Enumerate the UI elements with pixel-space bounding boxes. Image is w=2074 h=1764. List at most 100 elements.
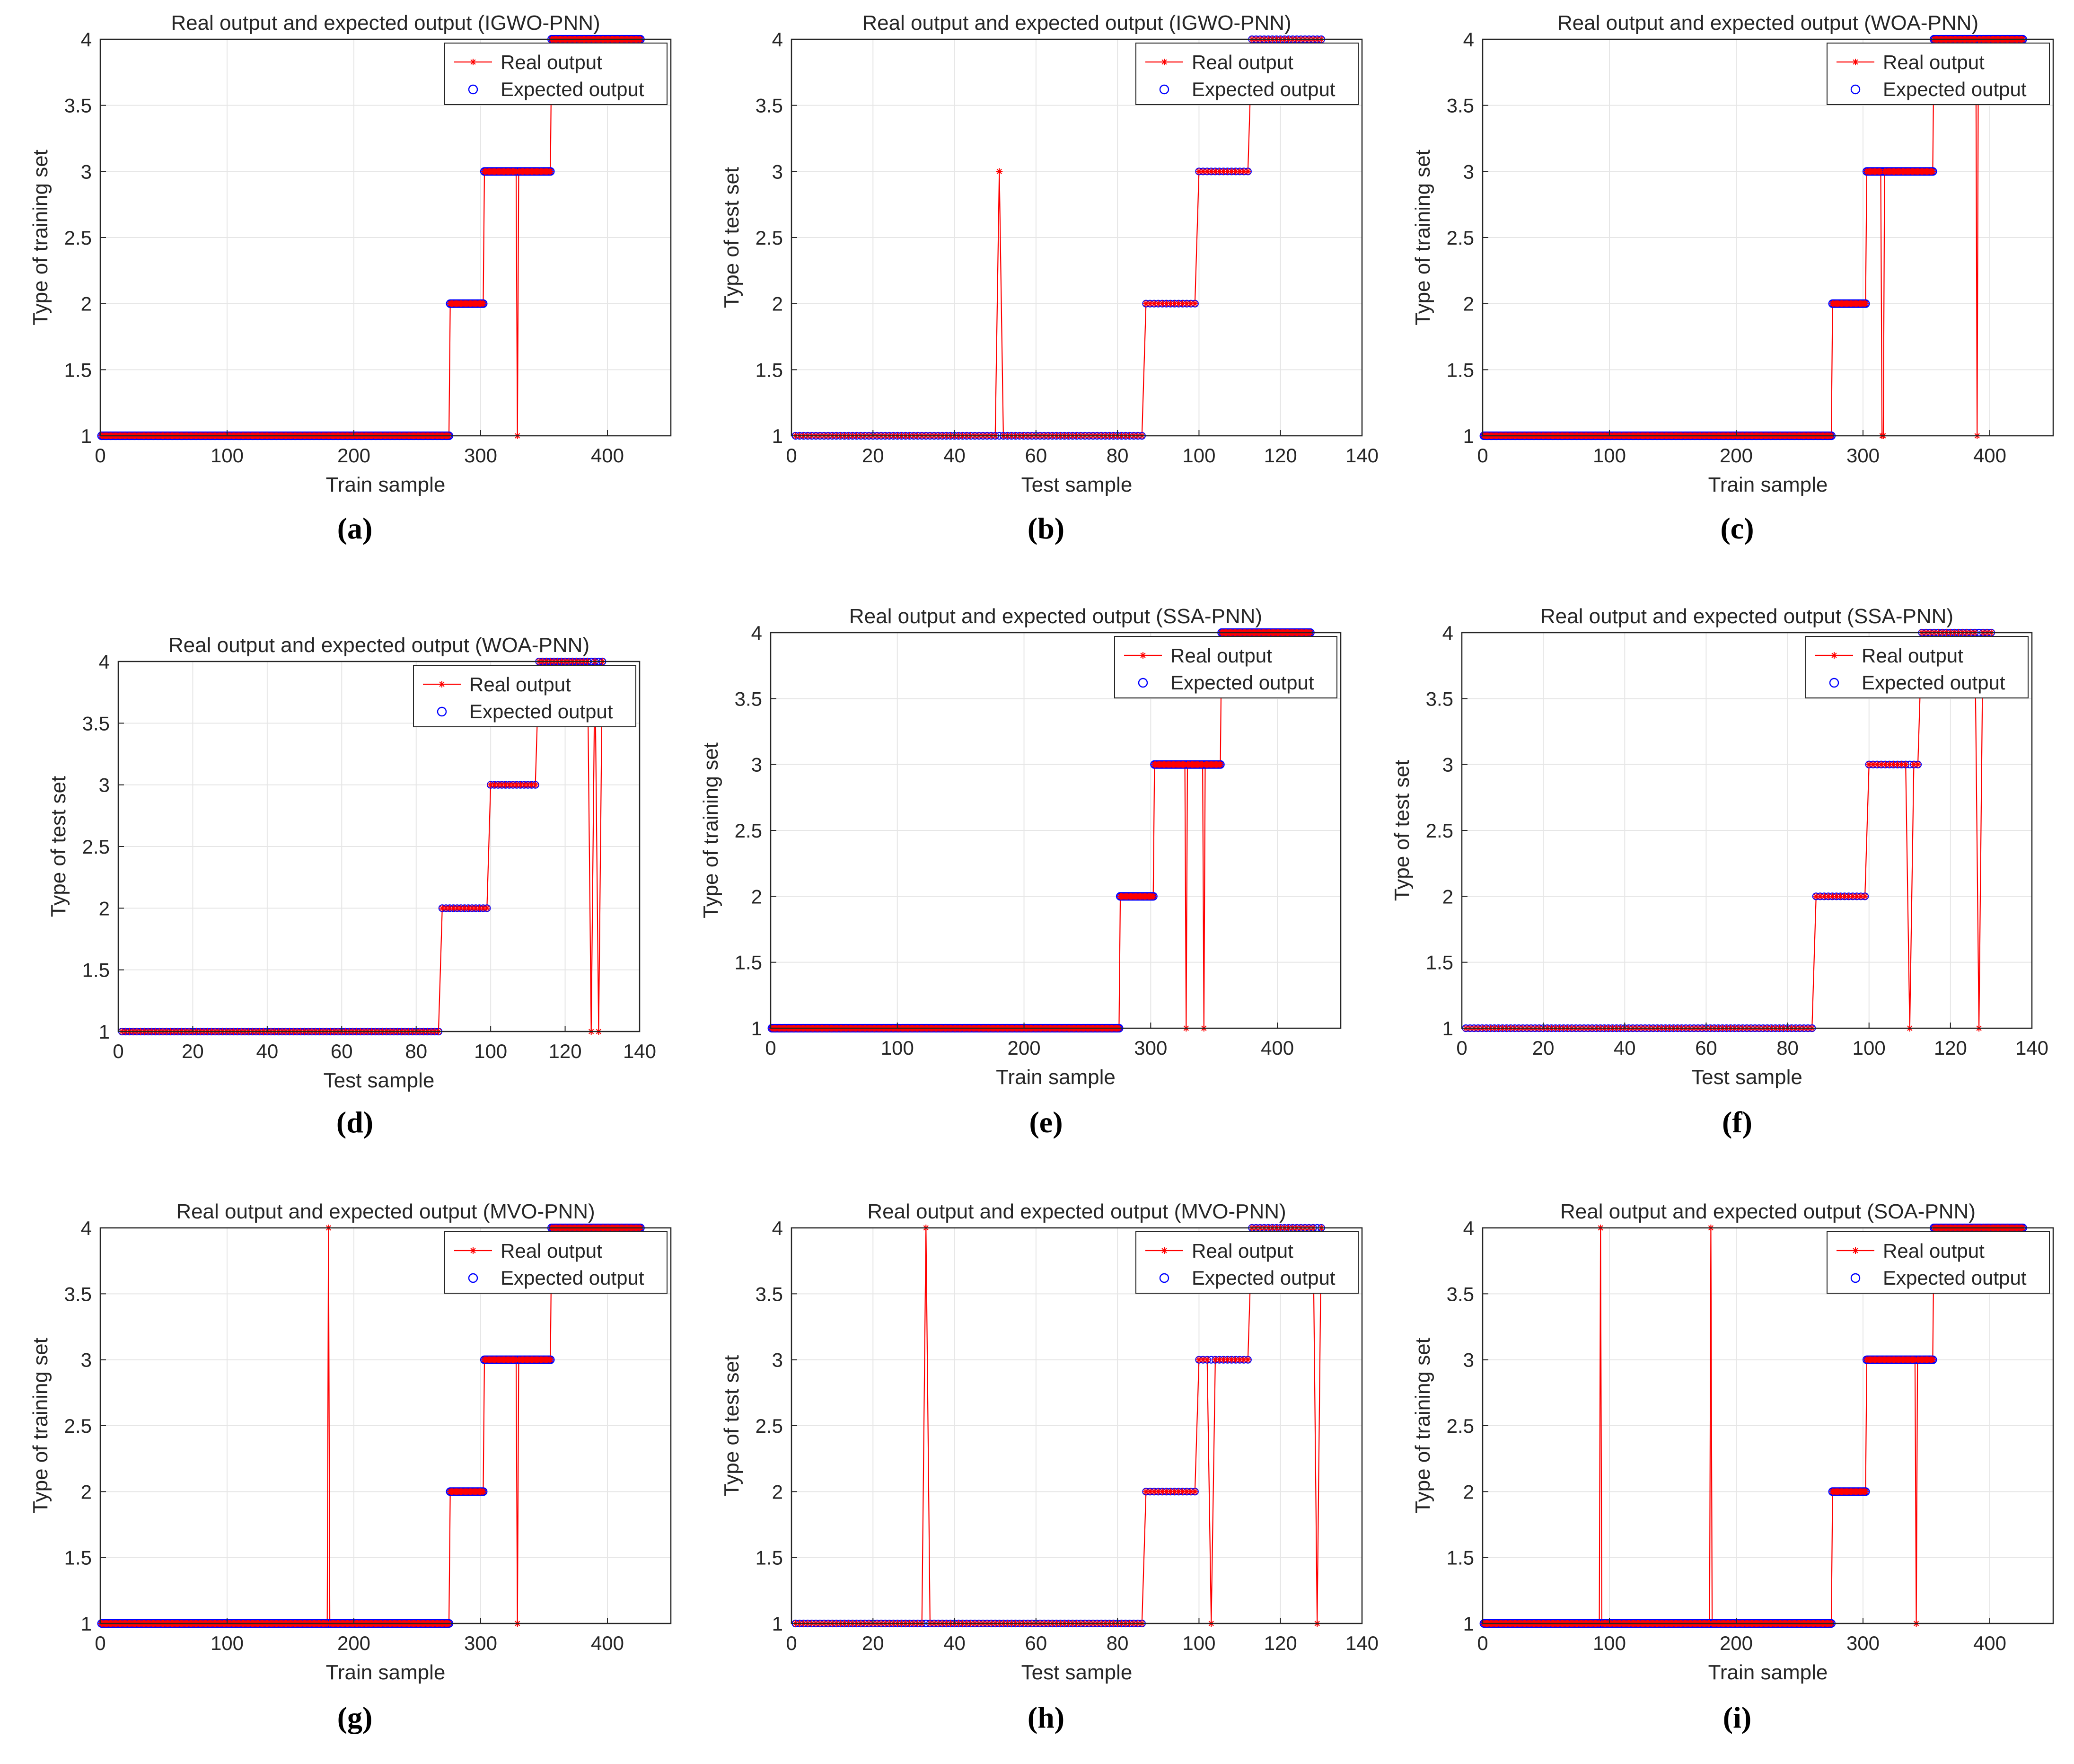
real-point xyxy=(1224,1356,1231,1363)
y-tick-label: 1.5 xyxy=(64,359,92,381)
x-axis-label: Test sample xyxy=(1021,1661,1133,1684)
x-tick-label: 40 xyxy=(1614,1037,1636,1059)
real-point xyxy=(1179,300,1186,307)
real-point xyxy=(1829,893,1836,900)
legend-expected-label: Expected output xyxy=(501,1267,644,1289)
x-axis-label: Train sample xyxy=(326,473,446,496)
real-point xyxy=(1216,1356,1223,1363)
real-point xyxy=(1147,300,1154,307)
real-point xyxy=(510,781,517,788)
legend-box xyxy=(1114,636,1337,698)
legend-expected-marker xyxy=(1138,678,1148,688)
y-tick-label: 1 xyxy=(99,1021,110,1043)
real-point xyxy=(1865,761,1872,768)
x-tick-label: 40 xyxy=(943,444,966,467)
real-point xyxy=(502,781,509,788)
caption-a: (a) xyxy=(337,512,373,545)
y-tick-label: 3 xyxy=(81,160,92,183)
legend-real-label: Real output xyxy=(1170,644,1272,667)
real-point xyxy=(457,905,465,912)
real-point xyxy=(1183,1488,1190,1495)
real-point xyxy=(1183,300,1190,307)
real-point xyxy=(996,168,1003,175)
x-tick-label: 0 xyxy=(95,1632,105,1654)
real-point xyxy=(1167,1488,1174,1495)
real-point xyxy=(532,781,539,788)
real-point xyxy=(1191,1488,1198,1495)
y-tick-label: 1 xyxy=(772,425,783,447)
real-point xyxy=(1200,168,1207,175)
legend-box xyxy=(1135,43,1359,105)
real-point xyxy=(547,1356,554,1363)
y-tick-label: 2 xyxy=(81,293,92,315)
legend-expected-marker xyxy=(1159,1273,1169,1283)
real-point xyxy=(1878,761,1885,768)
real-point xyxy=(1212,1356,1219,1363)
legend-box xyxy=(444,1231,668,1294)
real-point xyxy=(1240,168,1248,175)
real-point xyxy=(1163,300,1170,307)
real-point xyxy=(1244,1356,1251,1363)
legend-real-marker xyxy=(470,59,476,65)
real-point xyxy=(491,781,498,788)
x-tick-label: 40 xyxy=(943,1632,966,1654)
real-point xyxy=(494,781,501,788)
y-tick-label: 3.5 xyxy=(756,95,783,117)
real-point xyxy=(1142,300,1150,307)
y-axis-label: Type of training set xyxy=(29,1338,52,1514)
x-tick-label: 100 xyxy=(474,1040,507,1062)
y-tick-label: 3.5 xyxy=(82,712,110,734)
x-tick-label: 0 xyxy=(1477,444,1488,467)
y-tick-label: 1 xyxy=(751,1017,762,1040)
real-point xyxy=(1175,1488,1182,1495)
y-axis-label: Type of test set xyxy=(1390,760,1414,901)
y-tick-label: 2.5 xyxy=(82,836,110,858)
chart-title: Real output and expected output (IGWO-PN… xyxy=(862,11,1291,35)
x-tick-label: 140 xyxy=(623,1040,656,1062)
real-point xyxy=(1159,300,1166,307)
real-point xyxy=(1155,1488,1162,1495)
real-point xyxy=(1187,300,1195,307)
x-tick-label: 60 xyxy=(1025,1632,1047,1654)
x-tick-label: 200 xyxy=(1008,1037,1041,1059)
real-point xyxy=(1915,761,1921,768)
real-point xyxy=(1870,761,1877,768)
caption-c: (c) xyxy=(1720,512,1754,545)
real-point xyxy=(1825,893,1832,900)
x-tick-label: 200 xyxy=(337,1632,370,1654)
y-tick-label: 1 xyxy=(81,425,92,447)
x-tick-label: 100 xyxy=(1182,1632,1215,1654)
x-tick-label: 200 xyxy=(337,444,370,467)
x-tick-label: 140 xyxy=(1345,1632,1379,1654)
real-point xyxy=(517,781,524,788)
y-axis-label: Type of test set xyxy=(720,167,743,308)
y-tick-label: 2 xyxy=(99,897,110,919)
y-tick-label: 3.5 xyxy=(1447,95,1474,117)
y-tick-label: 1.5 xyxy=(1426,952,1453,974)
y-tick-label: 1.5 xyxy=(756,359,783,381)
y-tick-label: 1 xyxy=(81,1613,92,1635)
real-point xyxy=(1882,761,1889,768)
x-tick-label: 60 xyxy=(1025,444,1047,467)
y-tick-label: 2.5 xyxy=(64,227,92,249)
y-tick-label: 2.5 xyxy=(64,1415,92,1437)
real-point xyxy=(1862,300,1869,307)
x-tick-label: 0 xyxy=(95,444,105,467)
real-point xyxy=(1849,893,1856,900)
y-tick-label: 2 xyxy=(772,293,783,315)
x-tick-label: 0 xyxy=(113,1040,123,1062)
legend-expected-label: Expected output xyxy=(1192,78,1336,100)
real-point xyxy=(1910,761,1917,768)
real-point xyxy=(1886,761,1893,768)
x-tick-label: 60 xyxy=(1695,1037,1717,1059)
real-point xyxy=(1163,1488,1170,1495)
